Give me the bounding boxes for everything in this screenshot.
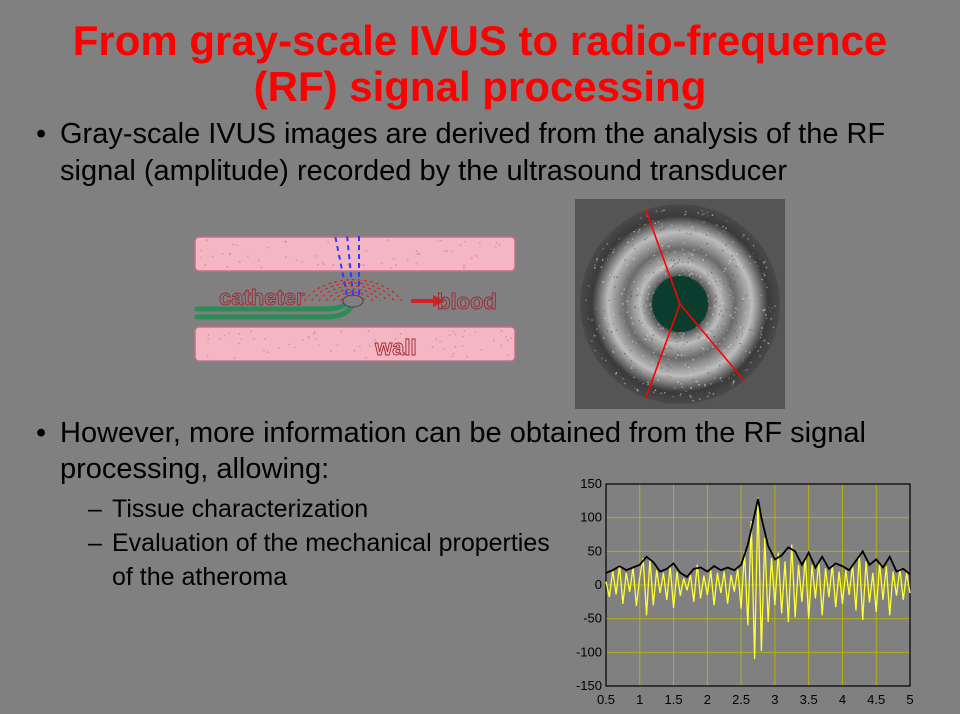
svg-text:-50: -50 — [583, 611, 602, 626]
diagram-row: catheter blood wall — [0, 199, 960, 409]
dash-icon: – — [88, 493, 112, 527]
svg-text:150: 150 — [580, 478, 602, 491]
svg-text:5: 5 — [906, 692, 913, 707]
svg-text:3: 3 — [771, 692, 778, 707]
page-title: From gray-scale IVUS to radio-frequence … — [0, 0, 960, 116]
svg-text:4: 4 — [839, 692, 846, 707]
svg-text:2: 2 — [704, 692, 711, 707]
svg-text:2.5: 2.5 — [732, 692, 750, 707]
ivus-image — [575, 199, 785, 409]
bullet-dot: • — [36, 116, 60, 189]
dash-icon: – — [88, 527, 112, 561]
bullet-1: • Gray-scale IVUS images are derived fro… — [36, 116, 924, 189]
svg-text:blood: blood — [437, 289, 497, 314]
svg-text:1: 1 — [636, 692, 643, 707]
svg-text:0: 0 — [595, 577, 602, 592]
svg-text:3.5: 3.5 — [800, 692, 818, 707]
svg-text:1.5: 1.5 — [665, 692, 683, 707]
svg-text:wall: wall — [374, 335, 417, 360]
svg-text:catheter: catheter — [219, 285, 305, 310]
svg-text:-150: -150 — [576, 678, 602, 693]
bullet-2: • However, more information can be obtai… — [36, 415, 924, 488]
svg-text:0.5: 0.5 — [597, 692, 615, 707]
svg-text:4.5: 4.5 — [867, 692, 885, 707]
svg-text:50: 50 — [588, 543, 602, 558]
dash-spacer — [88, 561, 112, 595]
bullet-1-text: Gray-scale IVUS images are derived from … — [60, 116, 924, 189]
rf-signal-chart: -150 -100 -50 0 50 100 150 0.5 1 1.5 2 2.5 3 3.5 4 4.5 5 — [566, 478, 916, 708]
vessel-diagram: catheter blood wall — [175, 219, 535, 389]
svg-text:-100: -100 — [576, 644, 602, 659]
svg-text:100: 100 — [580, 510, 602, 525]
bullet-2-text: However, more information can be obtaine… — [60, 415, 924, 488]
bullet-dot: • — [36, 415, 60, 488]
